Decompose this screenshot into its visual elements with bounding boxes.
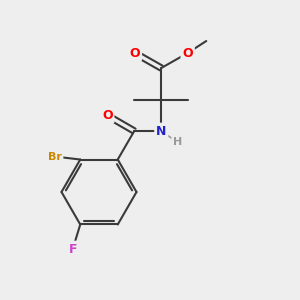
Text: O: O <box>102 109 112 122</box>
Text: O: O <box>182 46 193 59</box>
Text: Br: Br <box>48 152 62 161</box>
Text: H: H <box>173 137 182 147</box>
Text: F: F <box>68 243 77 256</box>
Text: N: N <box>156 124 166 137</box>
Text: O: O <box>130 46 140 59</box>
